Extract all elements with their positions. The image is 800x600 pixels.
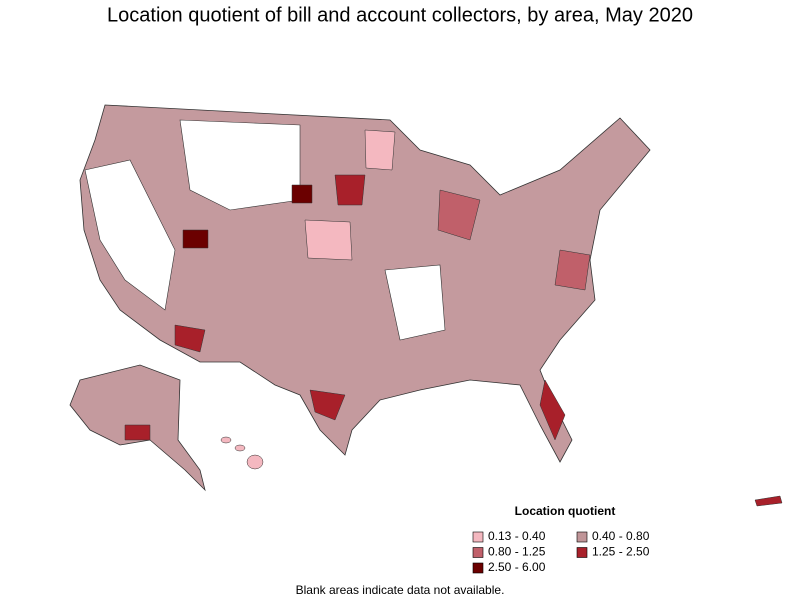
top-area	[291, 184, 313, 204]
blank-area-mountain	[179, 119, 301, 211]
blank-area-west	[84, 159, 176, 311]
legend: Location quotient 0.13 - 0.40 0.40 - 0.80…	[472, 504, 650, 574]
hawaii-island	[246, 454, 264, 470]
map-title: Location quotient of bill and account co…	[107, 4, 693, 26]
mid-area	[554, 249, 591, 291]
legend-label: 0.80 - 1.25	[488, 545, 546, 559]
legend-swatch	[472, 531, 484, 543]
legend-swatch	[576, 547, 588, 558]
mid-area	[437, 189, 481, 241]
us-map	[69, 104, 783, 507]
high-area	[539, 379, 566, 441]
legend-label: 2.50 - 6.00	[488, 560, 546, 574]
high-area	[309, 389, 346, 421]
puerto-rico	[754, 495, 783, 507]
high-area	[174, 324, 206, 353]
top-area	[182, 229, 209, 249]
blank-area-south	[384, 264, 446, 341]
legend-swatch	[472, 547, 484, 558]
high-area	[124, 424, 151, 441]
legend-title: Location quotient	[515, 504, 616, 518]
legend-label: 0.40 - 0.80	[592, 529, 650, 543]
legend-label: 0.13 - 0.40	[488, 529, 546, 543]
light-area	[304, 219, 353, 261]
hawaii-island	[220, 436, 232, 444]
legend-label: 1.25 - 2.50	[592, 545, 650, 559]
footnote: Blank areas indicate data not available.	[296, 583, 505, 597]
light-area	[364, 129, 396, 171]
legend-swatch	[472, 562, 484, 574]
legend-swatch	[576, 531, 588, 543]
hawaii-island	[234, 444, 246, 452]
high-area	[334, 174, 366, 206]
